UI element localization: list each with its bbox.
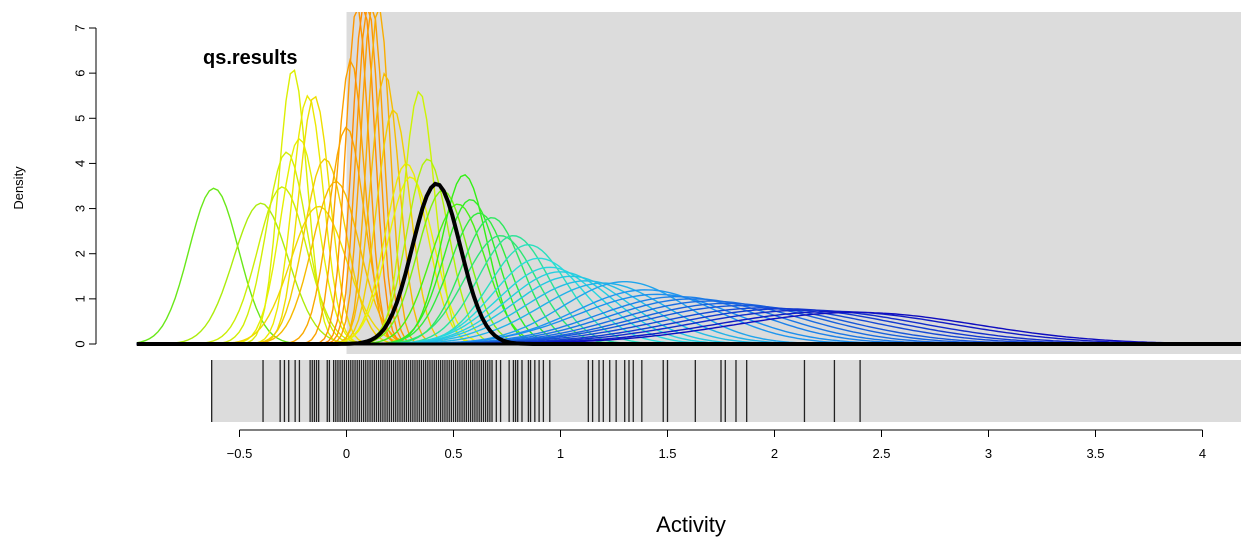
x-tick-label: −0.5 [227, 446, 253, 461]
y-axis-label: Density [11, 166, 26, 210]
x-tick-label: 3 [985, 446, 992, 461]
y-tick-label: 2 [73, 250, 88, 257]
y-tick-label: 7 [73, 24, 88, 31]
x-tick-label: 1 [557, 446, 564, 461]
x-tick-label: 2 [771, 446, 778, 461]
x-tick-label: 0.5 [444, 446, 462, 461]
y-tick-label: 5 [73, 115, 88, 122]
y-tick-label: 1 [73, 295, 88, 302]
y-tick-label: 4 [73, 160, 88, 167]
y-tick-label: 3 [73, 205, 88, 212]
x-axis-label: Activity [656, 512, 726, 537]
x-tick-label: 3.5 [1086, 446, 1104, 461]
chart-title: qs.results [203, 47, 297, 69]
x-tick-label: 0 [343, 446, 350, 461]
x-tick-label: 4 [1199, 446, 1206, 461]
y-tick-label: 0 [73, 340, 88, 347]
x-tick-label: 2.5 [872, 446, 890, 461]
x-axis: −0.5 0 0.5 1 1.5 2 2.5 3 3.5 4 [227, 429, 1206, 461]
x-tick-label: 1.5 [658, 446, 676, 461]
y-tick-label: 6 [73, 70, 88, 77]
rug-ticks [211, 360, 861, 422]
highlight-density-curve [136, 181, 1241, 346]
shaded-region-density [346, 12, 1241, 354]
y-axis: 0 1 2 3 4 5 6 7 [73, 24, 97, 348]
